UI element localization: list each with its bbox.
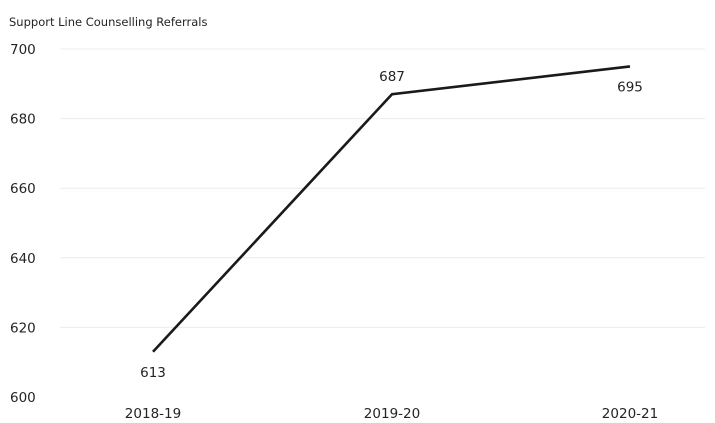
gridlines	[60, 48, 705, 328]
y-tick-label: 620	[10, 320, 36, 336]
chart-title: Support Line Counselling Referrals	[9, 15, 207, 29]
y-tick-label: 700	[10, 42, 36, 58]
x-tick-label: 2020-21	[602, 406, 658, 422]
y-tick-label: 680	[10, 112, 36, 128]
y-axis-tick-labels: 600 620 640 660 680 700	[10, 42, 36, 406]
y-tick-label: 660	[10, 181, 36, 197]
y-tick-label: 600	[10, 390, 36, 406]
x-axis-tick-labels: 2018-19 2019-20 2020-21	[125, 406, 658, 422]
x-tick-label: 2018-19	[125, 406, 181, 422]
data-label: 613	[140, 365, 166, 381]
data-label: 687	[379, 69, 405, 85]
data-labels: 613 687 695	[140, 69, 643, 381]
y-tick-label: 640	[10, 251, 36, 267]
data-label: 695	[617, 79, 643, 95]
series-lines	[152, 65, 631, 353]
x-tick-label: 2019-20	[364, 406, 420, 422]
series-line-0	[152, 65, 631, 353]
